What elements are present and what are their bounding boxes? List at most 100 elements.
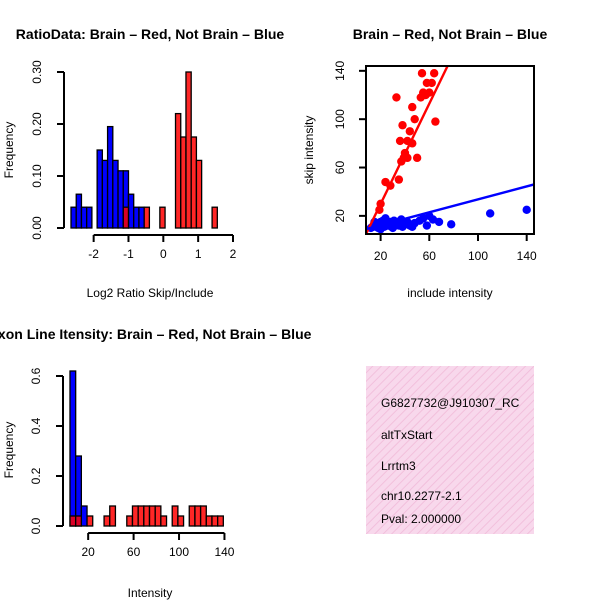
point-not-brain-33 [422, 221, 432, 230]
info-panel-background [366, 366, 534, 534]
bar-brain-6 [190, 136, 198, 229]
bar-not-brain-6 [106, 125, 114, 229]
scatter-xlabel: include intensity [407, 286, 492, 300]
point-brain-0 [417, 69, 427, 78]
bar-brain-0 [69, 515, 77, 527]
intensity-histogram-title: Exon Line Itensity: Brain – Red, Not Bra… [0, 326, 312, 342]
bar-not-brain-5 [101, 159, 109, 229]
scatter-ylabel: skip intensity [302, 116, 316, 185]
bar-brain-14 [188, 505, 196, 527]
y-tick-label: 0.00 [30, 216, 44, 240]
info-location: chr10.2277-2.1 [381, 489, 462, 503]
ratio-histogram-xlabel: Log2 Ratio Skip/Include [87, 286, 214, 300]
y-tick-label: 140 [333, 61, 347, 81]
bar-not-brain-11 [133, 206, 140, 229]
bar-brain-5 [126, 515, 134, 527]
point-not-brain-36 [434, 217, 444, 227]
point-brain-6 [425, 88, 434, 97]
bar-not-brain-2 [80, 505, 88, 527]
bar-brain-17 [205, 515, 213, 527]
point-not-brain-37 [447, 220, 456, 229]
bar-brain-13 [177, 515, 185, 527]
info-event-type: altTxStart [381, 428, 433, 442]
x-tick-label: 140 [214, 545, 234, 559]
bar-brain-19 [216, 515, 224, 527]
bar-brain-8 [143, 505, 151, 527]
scatter-title: Brain – Red, Not Brain – Blue [353, 26, 548, 42]
x-tick-label: 60 [423, 249, 437, 263]
ratio-histogram-title: RatioData: Brain – Red, Not Brain – Blue [16, 26, 285, 42]
bar-brain-2 [159, 206, 166, 229]
bar-brain-4 [109, 505, 117, 527]
bar-brain-3 [174, 112, 182, 229]
intensity-histogram-axes: 20 60 100 140 0.0 0.2 0.4 0.6 [29, 367, 235, 559]
bar-brain-10 [154, 505, 162, 527]
bar-not-brain-8 [117, 170, 124, 229]
bar-brain-1 [143, 206, 151, 229]
y-tick-label: 0.20 [30, 112, 44, 136]
x-tick-label: 20 [81, 545, 95, 559]
ratio-histogram-panel: RatioData: Brain – Red, Not Brain – Blue… [2, 26, 284, 300]
bar-brain-9 [148, 505, 156, 527]
bar-not-brain-0 [70, 206, 77, 229]
bar-brain-11 [160, 515, 168, 527]
point-brain-4 [416, 93, 425, 102]
point-not-brain-38 [485, 209, 495, 218]
scatter-panel: Brain – Red, Not Brain – Blue 20 60 100 140… [302, 26, 547, 300]
ratio-histogram-axes: -2 -1 0 1 2 0.00 0.10 0.20 0.30 [30, 60, 237, 261]
intensity-histogram-bars [69, 370, 224, 527]
y-tick-label: 0.10 [30, 164, 44, 188]
y-tick-label: 0.6 [29, 367, 43, 384]
bar-not-brain-10 [127, 193, 135, 229]
y-tick-label: 100 [333, 109, 347, 129]
point-not-brain-39 [522, 205, 531, 215]
point-brain-11 [398, 121, 407, 130]
x-tick-label: 0 [160, 247, 167, 261]
scatter-points [366, 66, 534, 234]
info-gene: Lrrtm3 [381, 459, 416, 473]
x-tick-label: 140 [517, 249, 537, 263]
bar-not-brain-7 [112, 159, 119, 229]
bar-brain-0 [122, 206, 130, 229]
point-brain-5 [427, 78, 436, 88]
bar-brain-5 [185, 71, 192, 229]
bar-not-brain-12 [138, 206, 145, 229]
bar-brain-4 [180, 136, 187, 229]
point-brain-24 [394, 175, 404, 184]
bar-brain-7 [137, 505, 145, 527]
x-tick-label: -1 [123, 247, 134, 261]
y-tick-label: 60 [333, 161, 347, 175]
point-brain-7 [429, 69, 439, 78]
bar-brain-1 [75, 515, 83, 527]
point-not-brain-40 [381, 214, 390, 223]
info-panel: G6827732@J910307_RC altTxStart Lrrtm3 ch… [366, 366, 534, 534]
intensity-histogram-ylabel: Frequency [2, 422, 16, 479]
bar-brain-8 [211, 206, 218, 229]
y-tick-label: 0.2 [29, 467, 43, 484]
intensity-histogram-panel: Exon Line Itensity: Brain – Red, Not Bra… [0, 326, 312, 600]
bar-not-brain-1 [75, 193, 83, 229]
bar-brain-2 [86, 515, 94, 527]
point-brain-8 [392, 93, 401, 102]
bar-not-brain-2 [80, 206, 88, 229]
point-not-brain-41 [388, 223, 397, 233]
bar-brain-16 [199, 505, 207, 527]
y-tick-label: 20 [333, 209, 347, 223]
bar-brain-18 [211, 515, 219, 527]
bar-not-brain-3 [86, 206, 93, 229]
ratio-histogram-ylabel: Frequency [2, 122, 16, 179]
y-tick-label: 0.30 [30, 60, 44, 84]
point-brain-9 [408, 102, 417, 112]
x-tick-label: 2 [230, 247, 237, 261]
bar-brain-7 [195, 159, 203, 229]
y-tick-label: 0.0 [29, 517, 43, 534]
ratio-histogram-bars [70, 71, 218, 229]
bar-not-brain-0 [69, 370, 77, 527]
bar-brain-3 [103, 515, 111, 527]
x-tick-label: 100 [169, 545, 189, 559]
fit-line-0 [366, 66, 449, 234]
scatter-frame [365, 65, 535, 235]
fit-line-1 [366, 183, 534, 231]
x-tick-label: 100 [468, 249, 488, 263]
